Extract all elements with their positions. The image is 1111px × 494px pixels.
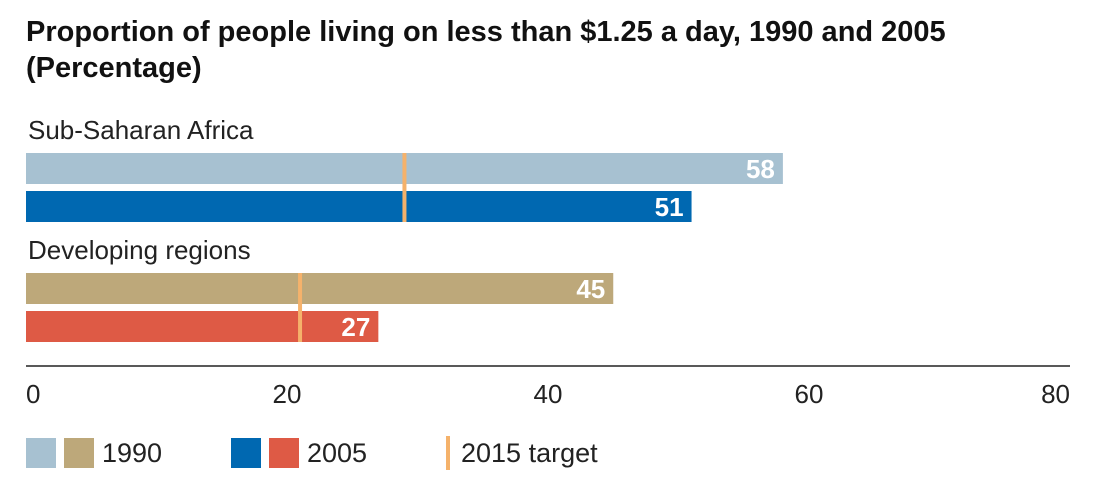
x-tick-label-20: 20 <box>273 379 302 409</box>
legend-target-marker <box>446 436 450 470</box>
bar-chart: Sub-Saharan Africa 58 51 Developing regions… <box>26 115 1070 409</box>
data-label-developing-regions-2005: 27 <box>341 312 370 342</box>
chart-title-line2: (Percentage) <box>26 52 202 84</box>
legend-label-target: 2015 target <box>461 438 598 468</box>
data-label-sub-saharan-africa-2005: 51 <box>655 192 684 222</box>
data-label-developing-regions-1990: 45 <box>576 274 605 304</box>
target-marker-sub-saharan-africa <box>402 153 407 222</box>
chart-title-line1: Proportion of people living on less than… <box>26 16 946 48</box>
x-tick-label-60: 60 <box>795 379 824 409</box>
legend-label-1990: 1990 <box>102 438 163 468</box>
chart-title: Proportion of people living on less than… <box>26 14 1086 86</box>
legend-label-2005: 2005 <box>307 438 368 468</box>
legend-swatch-1990-b <box>64 438 94 468</box>
group-label-developing-regions: Developing regions <box>28 235 251 265</box>
legend-swatch-2005-b <box>269 438 299 468</box>
x-tick-label-0: 0 <box>26 379 40 409</box>
x-tick-label-80: 80 <box>1041 379 1070 409</box>
bar-sub-saharan-africa-2005 <box>26 191 692 222</box>
bar-developing-regions-2005 <box>26 311 379 342</box>
legend-swatch-1990-a <box>26 438 56 468</box>
legend: 1990 2005 2015 target <box>0 436 1111 470</box>
target-marker-developing-regions <box>298 273 303 342</box>
x-tick-label-40: 40 <box>534 379 563 409</box>
group-label-sub-saharan-africa: Sub-Saharan Africa <box>28 115 254 145</box>
bar-developing-regions-1990 <box>26 273 614 304</box>
legend-swatch-2005-a <box>231 438 261 468</box>
data-label-sub-saharan-africa-1990: 58 <box>746 154 775 184</box>
